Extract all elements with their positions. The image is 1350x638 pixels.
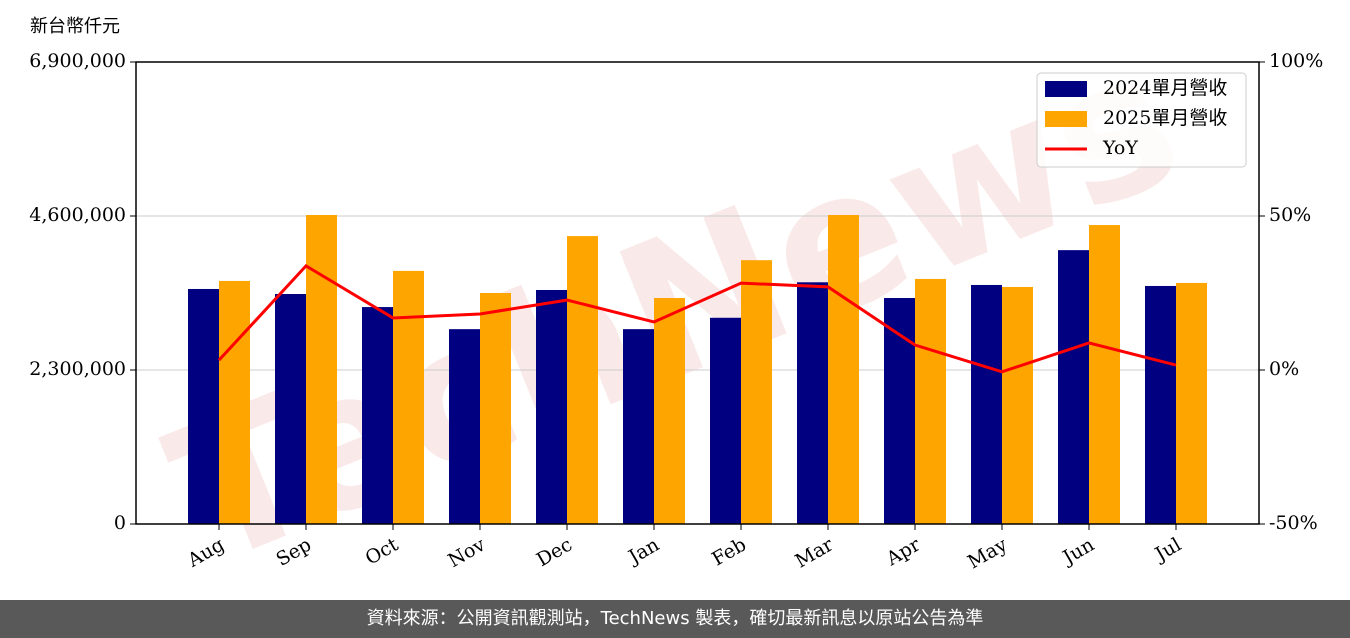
x-tick-label: Jan — [623, 534, 663, 570]
bar — [828, 214, 859, 524]
bar — [393, 270, 424, 524]
legend-label: 2024單月營收 — [1103, 77, 1227, 99]
y-axis-title: 新台幣仟元 — [30, 16, 120, 37]
legend-label: 2025單月營收 — [1103, 107, 1227, 129]
x-tick-label: Nov — [444, 533, 489, 572]
bar — [219, 280, 250, 524]
chart: 新台幣仟元 TechNews 02,300,0004,600,0006,900,… — [29, 7, 1323, 600]
legend-swatch — [1045, 111, 1087, 127]
y2-tick-label: -50% — [1269, 512, 1318, 534]
bar — [654, 298, 685, 524]
bar — [275, 294, 306, 524]
bar — [1089, 225, 1120, 524]
footer: 資料來源：公開資訊觀測站，TechNews 製表，確切最新訊息以原站公告為準 — [0, 600, 1350, 638]
legend-swatch — [1045, 81, 1087, 97]
bar — [188, 288, 219, 524]
y2-tick-label: 0% — [1269, 358, 1299, 380]
y2-tick-label: 50% — [1269, 204, 1311, 226]
x-tick-label: Apr — [882, 533, 925, 570]
plot-frame — [135, 61, 1260, 525]
line — [217, 263, 1177, 374]
bar — [362, 307, 393, 524]
x-tick-label: May — [964, 533, 1011, 573]
bar — [1058, 250, 1089, 524]
x-tick-label: Feb — [708, 534, 750, 571]
bar — [884, 298, 915, 524]
bar — [797, 282, 828, 524]
y-tick-label: 0 — [114, 512, 126, 534]
bar — [449, 329, 480, 524]
bar — [480, 293, 511, 524]
x-tick-label: Dec — [533, 534, 576, 572]
legend-box — [1036, 72, 1247, 168]
y-tick-label: 4,600,000 — [29, 204, 126, 226]
x-tick-label: Jun — [1057, 534, 1098, 570]
y-tick-label: 2,300,000 — [29, 358, 126, 380]
y2-tick-label: 100% — [1269, 50, 1323, 72]
bar — [1145, 285, 1176, 524]
bar — [710, 317, 741, 524]
bar — [623, 329, 654, 524]
legend-label: YoY — [1102, 137, 1138, 159]
bar — [971, 284, 1002, 524]
x-tick-label: Mar — [791, 533, 837, 572]
bar — [1176, 282, 1207, 524]
x-tick-label: Jul — [1150, 534, 1185, 567]
bar — [306, 214, 337, 524]
bar — [915, 278, 946, 524]
bar — [1002, 286, 1033, 524]
bar — [536, 289, 567, 524]
bar — [567, 236, 598, 524]
y-tick-label: 6,900,000 — [29, 50, 126, 72]
bar — [741, 260, 772, 524]
